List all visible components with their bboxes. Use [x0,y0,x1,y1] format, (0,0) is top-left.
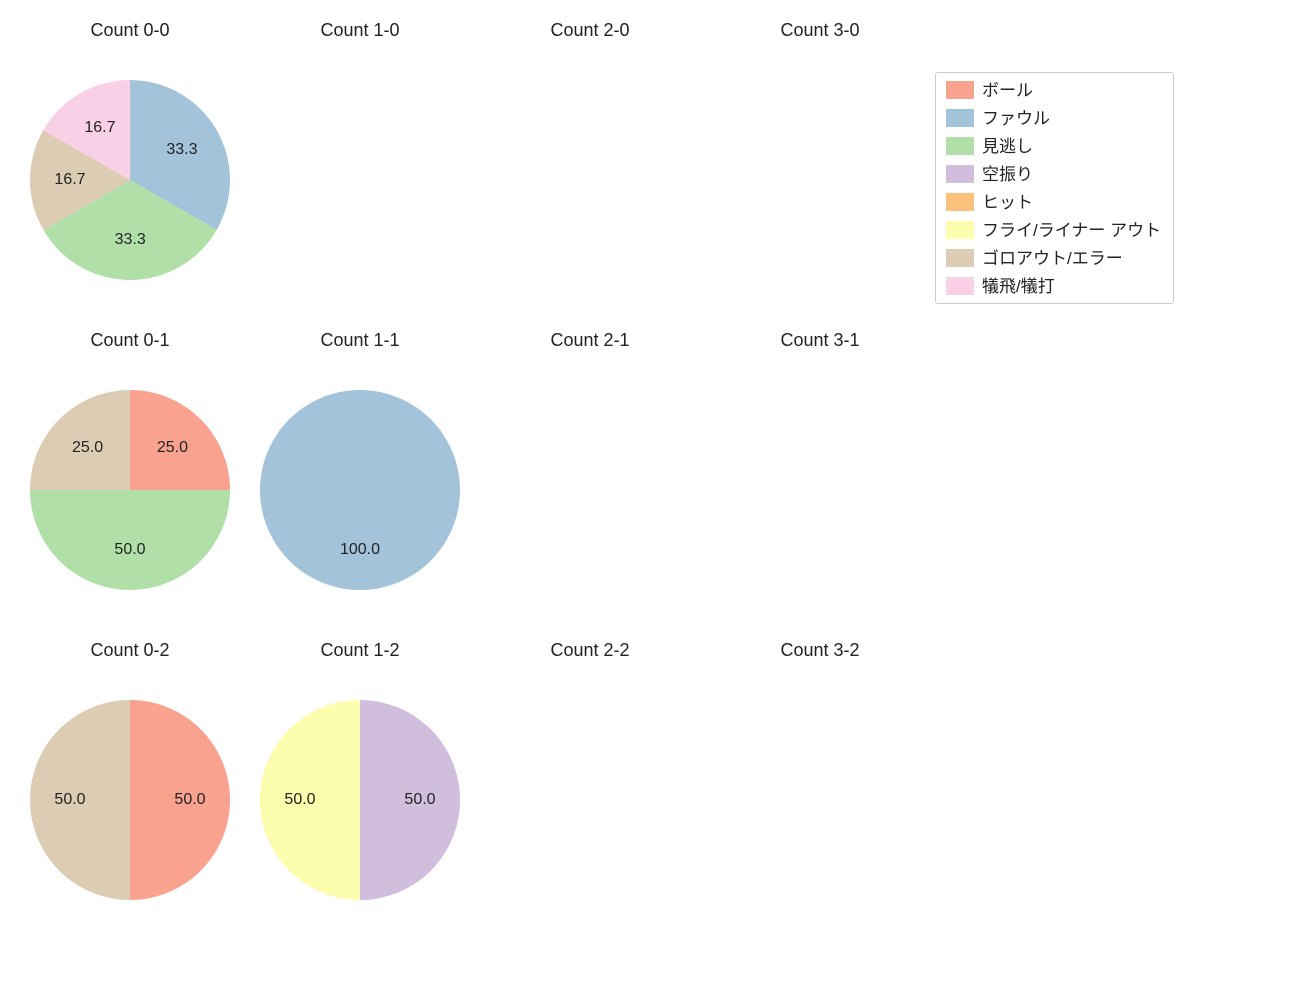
panel-count-1-1: Count 1-1100.0 [250,330,470,630]
panel-title: Count 3-2 [710,640,930,661]
pie-slice-label: 25.0 [72,439,103,457]
pie-slice-label: 16.7 [54,171,85,189]
legend: ボールファウル見逃し空振りヒットフライ/ライナー アウトゴロアウト/エラー犠飛/… [935,72,1174,304]
panel-count-1-2: Count 1-250.050.0 [250,640,470,940]
pie-slice-label: 50.0 [114,541,145,559]
pie-svg [250,640,470,940]
panel-title: Count 3-0 [710,20,930,41]
pie-slice-label: 50.0 [284,791,315,809]
pie-slice-foul [260,390,460,590]
pie-svg [250,330,470,630]
legend-label: ヒット [982,194,1033,211]
panel-count-3-0: Count 3-0 [710,20,930,320]
legend-label: フライ/ライナー アウト [982,222,1161,239]
panel-title: Count 2-0 [480,20,700,41]
pie-chart: 50.0 50.0 [20,640,240,940]
legend-item-minogashi: 見逃し [946,137,1161,155]
legend-label: 犠飛/犠打 [982,278,1055,295]
legend-label: 空振り [982,166,1033,183]
legend-swatch [946,165,974,183]
pie-chart: 25.0 50.0 25.0 [20,330,240,630]
panel-count-3-2: Count 3-2 [710,640,930,940]
legend-swatch [946,109,974,127]
pie-chart: 33.3 33.3 16.7 16.7 [20,20,240,320]
panel-count-0-2: Count 0-250.050.0 [20,640,240,940]
pie-slice-label: 50.0 [174,791,205,809]
panel-count-2-1: Count 2-1 [480,330,700,630]
panel-count-3-1: Count 3-1 [710,330,930,630]
panel-count-2-0: Count 2-0 [480,20,700,320]
panel-title: Count 2-1 [480,330,700,351]
pie-slice-label: 25.0 [157,439,188,457]
legend-label: ゴロアウト/エラー [982,250,1123,267]
legend-swatch [946,81,974,99]
legend-item-foul: ファウル [946,109,1161,127]
legend-label: 見逃し [982,138,1033,155]
pie-grid-figure: Count 0-033.333.316.716.7Count 1-0Count … [0,0,1300,1000]
pie-slice-label: 33.3 [166,141,197,159]
pie-slice-minogashi [30,490,230,590]
legend-label: ファウル [982,110,1050,127]
legend-item-sac: 犠飛/犠打 [946,277,1161,295]
legend-item-flyout: フライ/ライナー アウト [946,221,1161,239]
legend-label: ボール [982,82,1033,99]
pie-svg [20,20,240,320]
pie-svg [20,640,240,940]
legend-swatch [946,137,974,155]
panel-title: Count 1-0 [250,20,470,41]
pie-slice-label: 33.3 [115,231,146,249]
legend-swatch [946,277,974,295]
legend-item-ball: ボール [946,81,1161,99]
pie-slice-label: 50.0 [54,791,85,809]
legend-swatch [946,193,974,211]
legend-item-hit: ヒット [946,193,1161,211]
panel-title: Count 3-1 [710,330,930,351]
legend-item-groundout: ゴロアウト/エラー [946,249,1161,267]
panel-count-2-2: Count 2-2 [480,640,700,940]
panel-count-0-1: Count 0-125.050.025.0 [20,330,240,630]
legend-swatch [946,221,974,239]
panel-title: Count 2-2 [480,640,700,661]
pie-chart: 50.0 50.0 [250,640,470,940]
legend-swatch [946,249,974,267]
pie-slice-label: 100.0 [340,541,380,559]
pie-slice-label: 16.7 [84,119,115,137]
pie-slice-label: 50.0 [404,791,435,809]
pie-svg [20,330,240,630]
legend-item-karaburi: 空振り [946,165,1161,183]
panel-count-0-0: Count 0-033.333.316.716.7 [20,20,240,320]
pie-chart: 100.0 [250,330,470,630]
panel-count-1-0: Count 1-0 [250,20,470,320]
